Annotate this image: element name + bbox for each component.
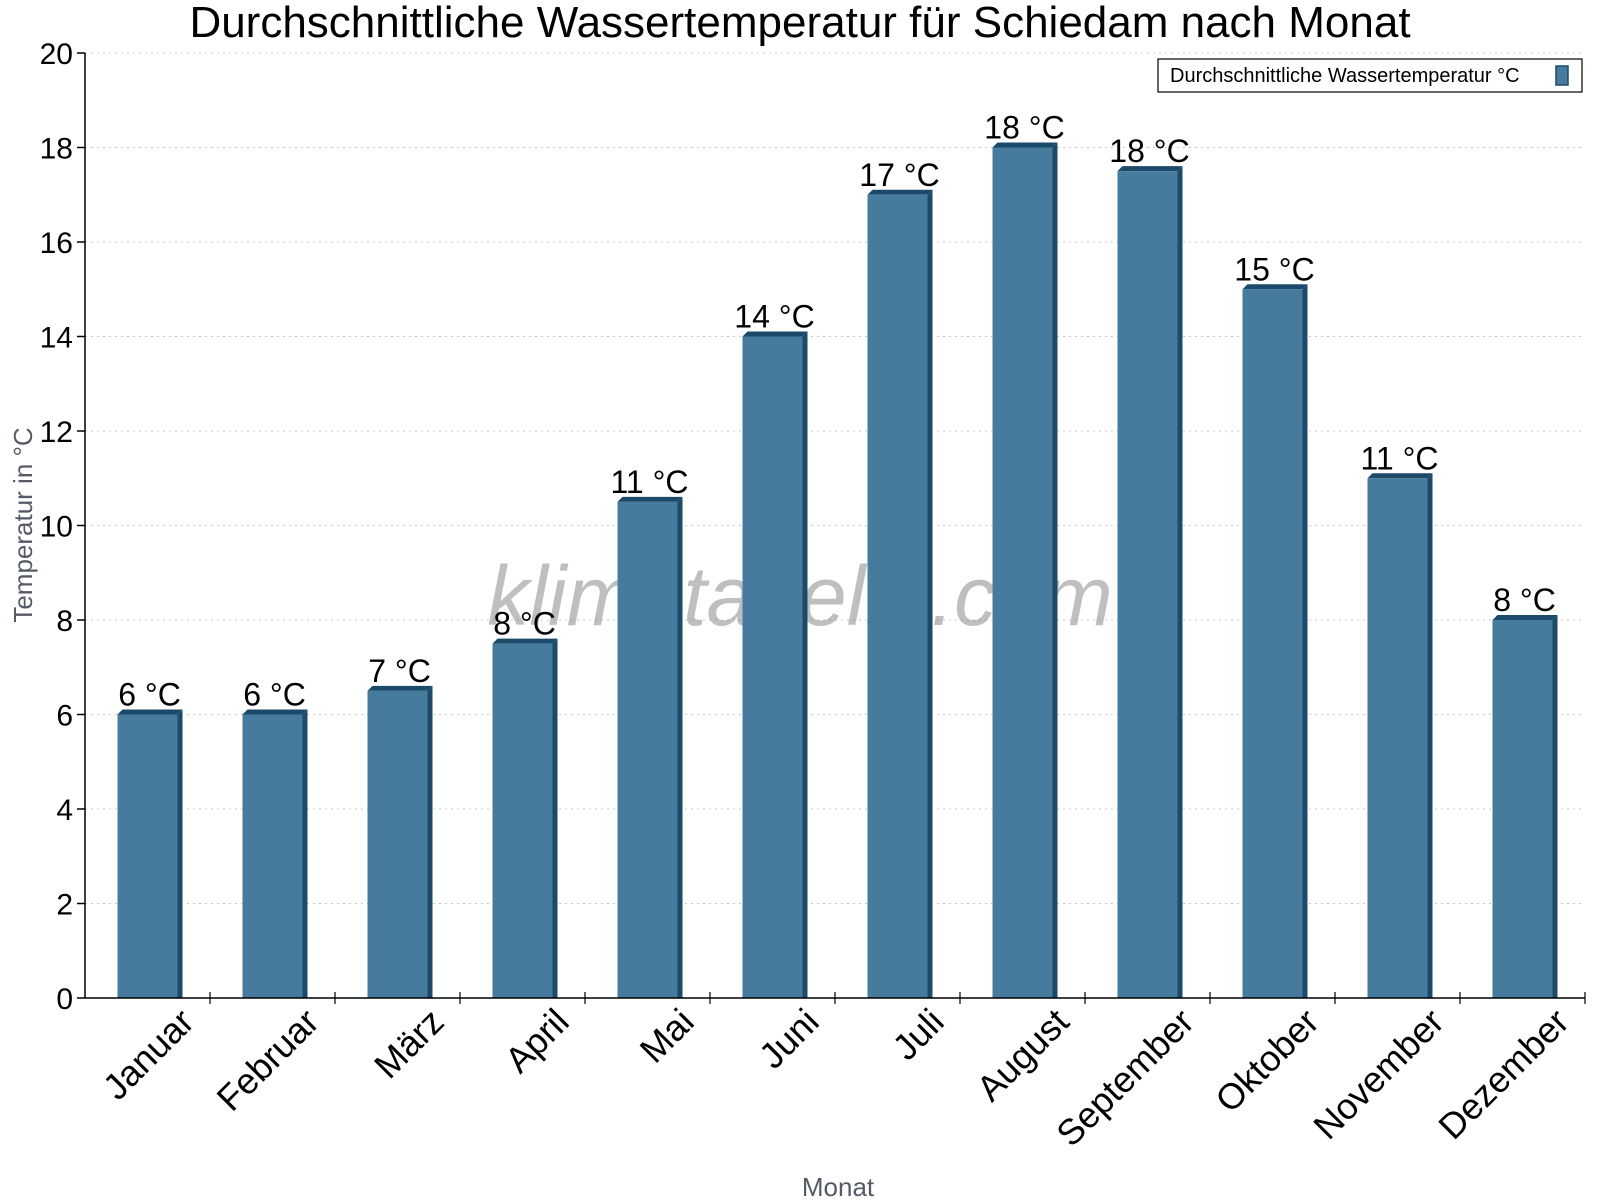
bar-side [1302, 284, 1308, 998]
y-tick-label: 8 [56, 605, 73, 638]
x-tick-label: Januar [95, 1001, 202, 1108]
bar-top [742, 331, 808, 337]
bar [617, 501, 678, 998]
data-label: 17 °C [859, 157, 939, 193]
bar-top [867, 189, 933, 195]
data-label: 6 °C [243, 677, 306, 713]
bars: 6 °C 6 °C 7 °C 8 °C 11 °C 14 °C 17 °C 18 °C 18 °… [117, 110, 1558, 998]
bar-group: 11 °C [610, 464, 689, 998]
bar-group: 6 °C [117, 677, 183, 998]
bar [117, 714, 178, 998]
bar-side [1552, 615, 1558, 998]
legend-box [1157, 58, 1583, 93]
gridlines [85, 52, 1585, 904]
y-tick-label: 20 [40, 38, 73, 71]
bar-top [492, 638, 558, 644]
data-label: 18 °C [984, 110, 1064, 146]
bar-top [1492, 615, 1558, 620]
bar-side [552, 638, 558, 998]
bar-top [992, 142, 1058, 148]
x-tick-label: September [1048, 1001, 1202, 1155]
bar-top [1367, 473, 1433, 479]
chart-title: Durchschnittliche Wassertemperatur für S… [189, 0, 1410, 47]
bar-top [117, 709, 183, 715]
legend-swatch [1555, 65, 1569, 86]
bar-top [367, 685, 433, 691]
data-label: 11 °C [610, 464, 688, 500]
data-label: 15 °C [1234, 251, 1314, 287]
data-label: 14 °C [734, 299, 814, 335]
y-tick-label: 6 [56, 700, 73, 733]
bar [1367, 478, 1428, 998]
x-tick-label: November [1305, 1001, 1451, 1147]
bar [992, 147, 1053, 998]
bar-group: 14 °C [734, 299, 815, 998]
bar-side [802, 331, 808, 998]
x-tick-label: April [497, 1001, 577, 1081]
bar-group: 17 °C [859, 157, 940, 998]
y-tick-label: 14 [40, 322, 73, 355]
bar-top [242, 709, 308, 715]
bar-side [1052, 142, 1058, 998]
bar-side [1427, 473, 1433, 998]
bar-group: 11 °C [1360, 440, 1439, 998]
y-tick-label: 2 [56, 889, 73, 922]
bar [1242, 289, 1303, 998]
legend: Durchschnittliche Wassertemperatur °C [1157, 58, 1583, 93]
x-tick-label: März [366, 1001, 452, 1087]
data-label: 7 °C [368, 653, 431, 689]
bar-top [1242, 284, 1308, 290]
x-tick-label: Juli [884, 1001, 951, 1068]
bar [492, 643, 553, 998]
legend-label: Durchschnittliche Wassertemperatur °C [1170, 65, 1520, 87]
x-tick-label: August [968, 1001, 1076, 1109]
bar-group: 18 °C [1109, 133, 1190, 998]
data-label: 8 °C [1493, 582, 1556, 618]
y-tick-label: 10 [40, 511, 73, 544]
bar [867, 194, 928, 998]
x-tick-label: Mai [632, 1001, 702, 1071]
bar-side [1177, 166, 1183, 998]
bar [1117, 171, 1178, 998]
x-axis-label: Monat [802, 1172, 875, 1200]
bar-side [302, 709, 308, 998]
data-label: 8 °C [493, 606, 556, 642]
x-tick-label: Juni [751, 1001, 827, 1077]
bar-group: 15 °C [1234, 251, 1315, 998]
bar-group: 6 °C [242, 677, 308, 998]
bar-group: 18 °C [984, 110, 1065, 998]
bar-side [427, 685, 433, 998]
bar [242, 714, 303, 998]
x-tick-label: Oktober [1207, 1001, 1327, 1121]
bar-group: 8 °C [492, 606, 558, 998]
x-tick-label: Februar [209, 1001, 327, 1119]
bar-group: 7 °C [367, 653, 433, 998]
data-label: 11 °C [1360, 440, 1438, 476]
data-label: 18 °C [1109, 133, 1189, 169]
bar-side [927, 189, 933, 998]
data-label: 6 °C [118, 677, 181, 713]
y-tick-label: 16 [40, 227, 73, 260]
y-tick-label: 4 [56, 794, 73, 827]
bar [742, 336, 803, 998]
y-tick-label: 18 [40, 133, 73, 166]
bar-top [617, 496, 683, 502]
x-axis-ticks: Januar Februar März April Mai Juni Juli AugustS… [95, 992, 1586, 1155]
y-axis-label: Temperatur in °C [8, 427, 38, 622]
bar [1492, 620, 1553, 998]
bar-side [677, 496, 683, 998]
y-tick-label: 0 [56, 983, 73, 1016]
y-tick-label: 12 [40, 416, 73, 449]
bar-group: 8 °C [1492, 582, 1558, 998]
bar-top [1117, 166, 1183, 172]
x-tick-label: Dezember [1430, 1001, 1576, 1147]
y-axis-ticks: 0 2 4 6 8 10 12 14 16 18 20 [40, 38, 85, 1016]
bar [367, 690, 428, 998]
bar-side [177, 709, 183, 998]
